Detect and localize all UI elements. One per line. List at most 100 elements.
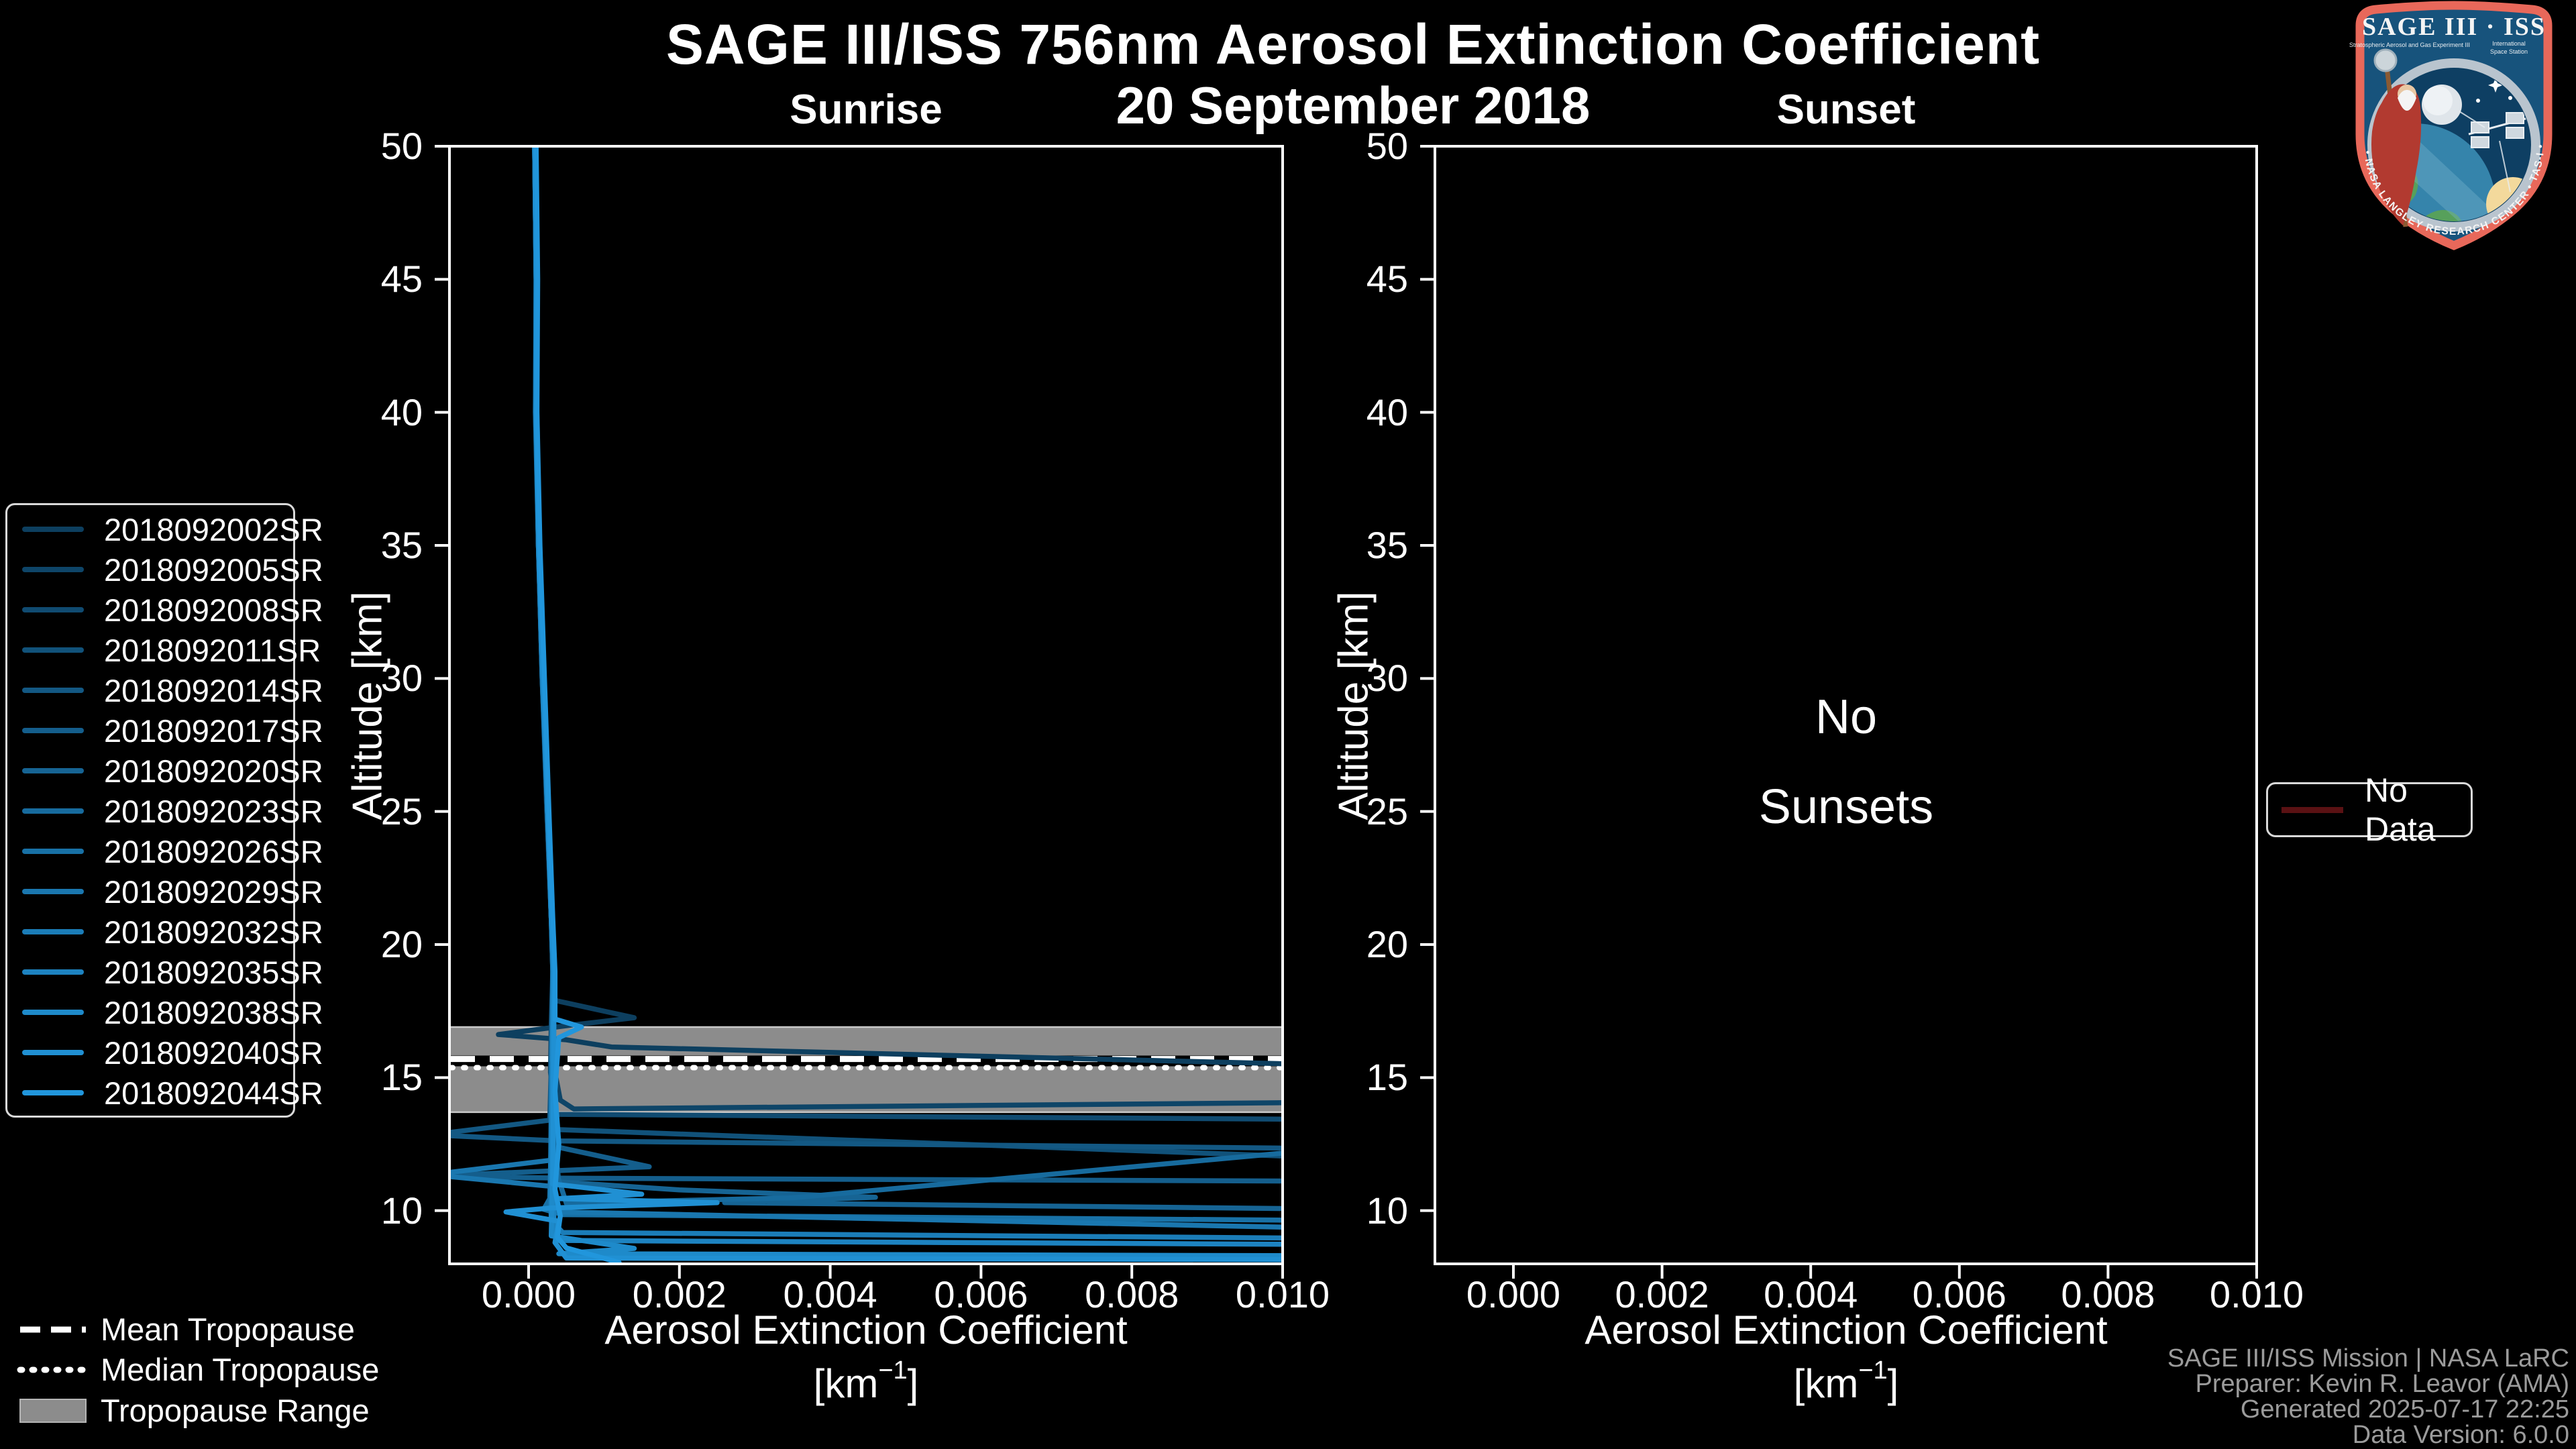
legend-line-swatch: [22, 567, 84, 572]
no-data-label: No Data: [2365, 771, 2436, 848]
y-tick-label: 15: [1366, 1056, 1408, 1099]
sunrise-xaxis-label: Aerosol Extinction Coefficient: [604, 1307, 1128, 1352]
stars: [2476, 78, 2512, 103]
x-tick-label: 0.010: [2209, 1273, 2304, 1316]
legend-event-id: 2018092040SR: [104, 1034, 323, 1071]
legend-item-2018092023SR: 2018092023SR: [7, 791, 323, 831]
x-tick-label: 0.008: [1085, 1273, 1179, 1316]
axes-frames: [435, 145, 2258, 1279]
legend-line-swatch: [22, 808, 84, 814]
attribution-line: Preparer: Kevin R. Leavor (AMA): [2195, 1370, 2569, 1398]
legend-event-id: 2018092020SR: [104, 753, 323, 789]
legend-event-id: 2018092008SR: [104, 592, 323, 628]
event-legend: 2018092002SR 2018092005SR 2018092008SR 2018…: [5, 503, 323, 1118]
legend-item-2018092020SR: 2018092020SR: [7, 751, 323, 791]
legend-item-2018092044SR: 2018092044SR: [7, 1073, 323, 1113]
sunset-frame: [1434, 145, 2258, 1265]
legend-event-id: 2018092014SR: [104, 672, 323, 708]
sunrise-yaxis-label: Altitude [km]: [344, 591, 391, 820]
attribution-block: SAGE III/ISS Mission | NASA LaRC Preparer…: [2167, 1346, 2569, 1448]
y-tick-label: 40: [1366, 390, 1408, 433]
sunset-panel-title: Sunset: [1776, 87, 1916, 133]
legend-line-swatch: [22, 728, 84, 733]
no-sunsets-message: No Sunsets: [1544, 672, 2148, 852]
no-sunsets-line1: No: [1815, 690, 1878, 744]
profile-line-2018092011SR: [533, 146, 1283, 1159]
sunset-yaxis-label: Altitude [km]: [1330, 591, 1377, 820]
sage-iii-iss-logo: BALL • NASA LANGLEY RESEARCH CENTER • TA…: [2336, 0, 2553, 251]
no-sunsets-line2: Sunsets: [1758, 780, 1934, 834]
y-tick-label: 35: [1366, 524, 1408, 566]
legend-item-2018092002SR: 2018092002SR: [7, 509, 323, 549]
y-tick-label: 30: [380, 657, 423, 700]
legend-line-swatch: [22, 768, 84, 773]
tropopause-legend-swatches: [17, 1326, 89, 1423]
attribution-line: Data Version: 6.0.0: [2352, 1421, 2569, 1449]
y-tick-label: 30: [1366, 657, 1408, 700]
profile-line-2018092002SR: [496, 146, 1283, 1067]
legend-item-2018092035SR: 2018092035SR: [7, 952, 323, 992]
legend-item-2018092040SR: 2018092040SR: [7, 1032, 323, 1073]
median-tropopause-legend-label: Median Tropopause: [101, 1352, 380, 1387]
y-tick-label: 25: [1366, 790, 1408, 833]
profile-line-2018092008SR: [532, 146, 1283, 1122]
profile-line-2018092044SR: [533, 146, 622, 1264]
y-tick-label: 20: [380, 923, 423, 965]
legend-item-2018092014SR: 2018092014SR: [7, 670, 323, 710]
iss: [2468, 112, 2528, 148]
y-tick-label: 20: [1366, 923, 1408, 965]
legend-line-swatch: [22, 607, 84, 612]
legend-item-2018092008SR: 2018092008SR: [7, 590, 323, 630]
patch-subtitle-right-1: International: [2492, 40, 2526, 47]
earth: [2377, 123, 2496, 221]
legend-line-swatch: [22, 929, 84, 934]
legend-event-id: 2018092002SR: [104, 511, 323, 547]
staff-orb: [2373, 48, 2398, 72]
sight-lines: [2459, 111, 2511, 193]
legend-event-id: 2018092032SR: [104, 914, 323, 950]
legend-item-2018092032SR: 2018092032SR: [7, 912, 323, 952]
x-tick-label: 0.008: [2061, 1273, 2155, 1316]
no-data-legend: No Data: [2266, 771, 2473, 848]
sunrise-panel-title: Sunrise: [790, 87, 943, 133]
legend-line-swatch: [22, 527, 84, 532]
legend-item-2018092038SR: 2018092038SR: [7, 992, 323, 1032]
legend-line-swatch: [22, 1010, 84, 1015]
red-robe: [2371, 84, 2422, 225]
moon-highlight: [2423, 86, 2453, 115]
legend-event-id: 2018092011SR: [104, 632, 321, 668]
sunset-xaxis-unit: [km−1]: [1793, 1356, 1899, 1406]
tropopause-range-swatch: [19, 1399, 87, 1423]
x-tick-label: 0.010: [1235, 1273, 1330, 1316]
legend-event-id: 2018092038SR: [104, 994, 323, 1030]
x-tick-label: 0.000: [1466, 1273, 1561, 1316]
patch-subtitle-right-2: Space Station: [2490, 48, 2528, 55]
legend-line-swatch: [22, 849, 84, 854]
legend-line-swatch: [22, 647, 84, 653]
father-time-figure: [2371, 48, 2422, 227]
figure-date: 20 September 2018: [1116, 76, 1591, 135]
legend-event-id: 2018092005SR: [104, 551, 323, 588]
x-tick-label: 0.004: [1764, 1273, 1858, 1316]
attribution-line: Generated 2025-07-17 22:25: [2240, 1395, 2569, 1424]
y-tick-label: 45: [1366, 258, 1408, 301]
legend-line-swatch: [22, 1090, 84, 1095]
x-tick-label: 0.006: [1912, 1273, 2006, 1316]
y-tick-label: 50: [1366, 125, 1408, 167]
patch-subtitle-left: Stratospheric Aerosol and Gas Experiment…: [2349, 42, 2470, 48]
x-tick-label: 0.000: [481, 1273, 576, 1316]
y-tick-label: 25: [380, 790, 423, 833]
legend-item-2018092017SR: 2018092017SR: [7, 710, 323, 751]
x-tick-label: 0.006: [934, 1273, 1028, 1316]
y-tick-label: 15: [380, 1056, 423, 1099]
legend-event-id: 2018092029SR: [104, 873, 323, 910]
legend-line-swatch: [22, 688, 84, 693]
x-tick-label: 0.002: [632, 1273, 727, 1316]
mean-tropopause-legend-label: Mean Tropopause: [101, 1311, 355, 1347]
sunset-xaxis-label: Aerosol Extinction Coefficient: [1585, 1307, 2108, 1352]
legend-item-2018092029SR: 2018092029SR: [7, 871, 323, 912]
mission-patch: BALL • NASA LANGLEY RESEARCH CENTER • TA…: [2336, 0, 2553, 251]
legend-line-swatch: [22, 969, 84, 975]
